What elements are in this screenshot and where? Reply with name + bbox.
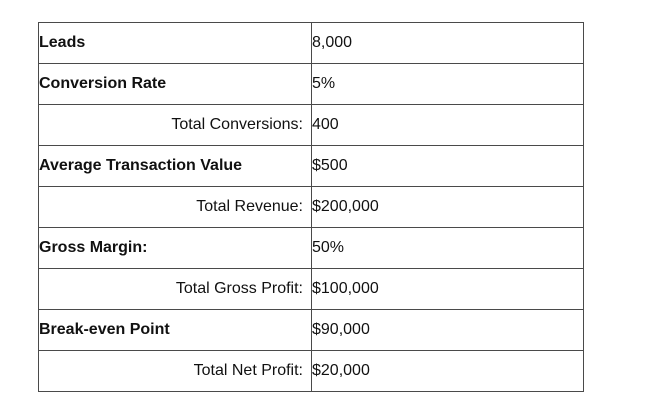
row-label: Break-even Point [38,309,312,351]
row-label: Total Conversions: [38,104,312,146]
table-row: Total Net Profit: $20,000 [38,350,584,392]
table-row: Conversion Rate 5% [38,63,584,105]
row-value: $20,000 [311,350,584,392]
row-label: Total Net Profit: [38,350,312,392]
table-row: Total Revenue: $200,000 [38,186,584,228]
table-row: Total Gross Profit: $100,000 [38,268,584,310]
row-value: 8,000 [311,22,584,64]
row-label: Gross Margin: [38,227,312,269]
row-value: $100,000 [311,268,584,310]
row-label: Total Gross Profit: [38,268,312,310]
table-row: Break-even Point $90,000 [38,309,584,351]
row-value: 5% [311,63,584,105]
metrics-table: Leads 8,000 Conversion Rate 5% Total Con… [38,22,584,392]
row-label: Total Revenue: [38,186,312,228]
table-row: Leads 8,000 [38,22,584,64]
table-row: Gross Margin: 50% [38,227,584,269]
table-row: Total Conversions: 400 [38,104,584,146]
row-label: Average Transaction Value [38,145,312,187]
row-label: Conversion Rate [38,63,312,105]
row-value: 400 [311,104,584,146]
row-label: Leads [38,22,312,64]
row-value: $90,000 [311,309,584,351]
row-value: $500 [311,145,584,187]
row-value: $200,000 [311,186,584,228]
table-row: Average Transaction Value $500 [38,145,584,187]
row-value: 50% [311,227,584,269]
